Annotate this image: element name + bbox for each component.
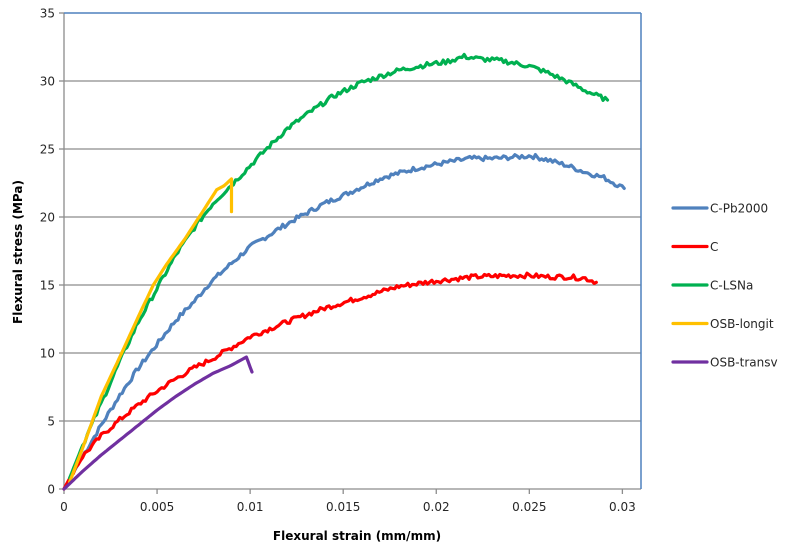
legend-item-osb-transv: OSB-transv	[671, 356, 778, 370]
plot-border	[64, 12, 642, 489]
x-tick-label: 0.02	[423, 500, 450, 514]
series-line-osb-longit	[68, 177, 234, 484]
series-layer	[62, 52, 626, 491]
gridlines	[64, 80, 641, 422]
axes	[59, 12, 641, 494]
legend-label: C-Pb2000	[710, 202, 768, 216]
series-line-c	[62, 271, 598, 491]
legend-item-c: C	[671, 240, 718, 254]
y-tick-label: 0	[47, 483, 55, 497]
y-tick-label: 5	[47, 415, 55, 429]
x-tick-label: 0.01	[237, 500, 264, 514]
legend-item-c-lsna: C-LSNa	[671, 279, 753, 293]
series-line-osb-transv	[62, 355, 254, 491]
legend-item-osb-longit: OSB-longit	[671, 317, 774, 331]
y-tick-label: 15	[40, 279, 55, 293]
y-tick-label: 20	[40, 211, 55, 225]
legend: C-Pb2000 C C-LSNa OSB-longit OSB-transv	[671, 202, 778, 370]
y-tick-label: 35	[40, 7, 55, 21]
legend-label: C-LSNa	[710, 279, 753, 293]
legend-label: OSB-longit	[710, 317, 774, 331]
series-line-c-lsna	[68, 52, 610, 480]
y-tick-label: 30	[40, 75, 55, 89]
y-axis-title: Flexural stress (MPa)	[11, 180, 25, 324]
x-tick-label: 0.03	[609, 500, 636, 514]
y-tick-label: 25	[40, 143, 55, 157]
x-tick-label: 0.025	[512, 500, 546, 514]
legend-label: OSB-transv	[710, 356, 778, 370]
legend-item-c-pb2000: C-Pb2000	[671, 202, 768, 216]
series-line-c-pb2000	[62, 153, 626, 491]
legend-label: C	[710, 240, 718, 254]
y-tick-label: 10	[40, 347, 55, 361]
x-axis-title: Flexural strain (mm/mm)	[273, 529, 441, 543]
x-tick-label: 0	[60, 500, 68, 514]
tick-labels: 0 5 10 15 20 25 30 35 0 0.005 0.01 0.015 0.02 0.025 0.…	[40, 7, 636, 515]
x-tick-label: 0.005	[140, 500, 174, 514]
x-tick-label: 0.015	[326, 500, 360, 514]
